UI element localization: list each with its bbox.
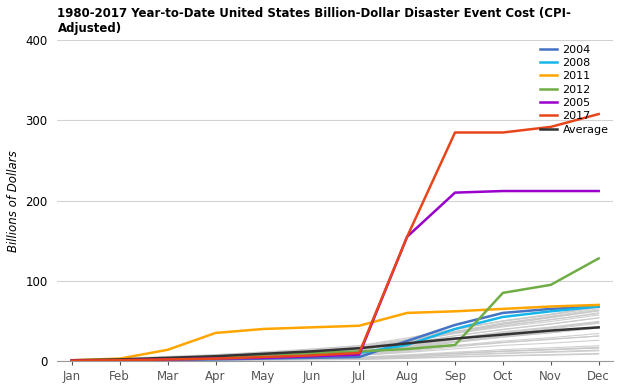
2005 [595, 189, 603, 193]
2008 [308, 353, 315, 358]
2017 [355, 351, 363, 355]
2011 [116, 356, 123, 361]
2011 [547, 304, 554, 309]
2008 [212, 356, 219, 361]
2012 [404, 347, 411, 351]
Line: 2011: 2011 [72, 305, 599, 360]
Average [116, 357, 123, 362]
2008 [164, 357, 171, 362]
2012 [547, 282, 554, 287]
2012 [68, 358, 76, 363]
2004 [260, 356, 267, 361]
Average [547, 328, 554, 333]
2008 [116, 358, 123, 363]
Average [212, 354, 219, 358]
Legend: 2004, 2008, 2011, 2012, 2005, 2017, Average: 2004, 2008, 2011, 2012, 2005, 2017, Aver… [536, 40, 613, 139]
2005 [164, 357, 171, 362]
2011 [260, 326, 267, 331]
2008 [547, 309, 554, 314]
Average [451, 336, 459, 341]
2008 [595, 304, 603, 309]
2011 [404, 310, 411, 315]
Average [499, 332, 507, 337]
2004 [212, 357, 219, 362]
2008 [451, 326, 459, 331]
Y-axis label: Billions of Dollars: Billions of Dollars [7, 150, 20, 252]
2004 [68, 358, 76, 363]
2017 [68, 358, 76, 363]
2008 [404, 343, 411, 347]
2012 [164, 356, 171, 361]
2017 [164, 357, 171, 362]
2008 [68, 358, 76, 363]
2012 [116, 358, 123, 363]
2008 [499, 315, 507, 319]
2012 [212, 355, 219, 359]
2004 [547, 307, 554, 311]
2005 [68, 358, 76, 363]
Line: Average: Average [72, 327, 599, 360]
Average [260, 351, 267, 356]
2004 [355, 355, 363, 359]
Line: 2017: 2017 [72, 114, 599, 361]
2005 [355, 352, 363, 357]
2004 [404, 339, 411, 343]
2005 [404, 234, 411, 239]
2017 [260, 355, 267, 359]
2017 [547, 124, 554, 129]
Line: 2005: 2005 [72, 191, 599, 361]
2005 [260, 355, 267, 360]
2005 [116, 358, 123, 363]
2011 [68, 358, 76, 363]
2005 [499, 189, 507, 193]
2012 [355, 349, 363, 354]
Text: 1980-2017 Year-to-Date United States Billion-Dollar Disaster Event Cost (CPI-
Ad: 1980-2017 Year-to-Date United States Bil… [58, 7, 572, 35]
2017 [499, 130, 507, 135]
2017 [404, 234, 411, 239]
2011 [308, 325, 315, 330]
Average [355, 346, 363, 351]
2011 [499, 307, 507, 311]
Line: 2012: 2012 [72, 259, 599, 361]
2005 [212, 356, 219, 361]
2012 [499, 291, 507, 295]
2011 [451, 309, 459, 314]
2012 [595, 256, 603, 261]
2004 [116, 358, 123, 363]
2012 [451, 343, 459, 347]
2017 [451, 130, 459, 135]
Average [164, 355, 171, 360]
2004 [451, 323, 459, 327]
Average [404, 341, 411, 346]
2017 [308, 353, 315, 358]
2004 [595, 304, 603, 309]
2011 [164, 347, 171, 352]
2005 [547, 189, 554, 193]
2017 [116, 358, 123, 363]
2011 [212, 331, 219, 335]
2004 [499, 310, 507, 315]
2012 [308, 351, 315, 355]
2017 [595, 112, 603, 116]
2005 [451, 190, 459, 195]
2008 [355, 351, 363, 355]
Line: 2008: 2008 [72, 307, 599, 361]
2011 [595, 303, 603, 307]
2011 [355, 323, 363, 328]
2012 [260, 352, 267, 357]
2004 [164, 358, 171, 362]
2005 [308, 354, 315, 358]
Line: 2004: 2004 [72, 307, 599, 361]
2008 [260, 355, 267, 359]
2004 [308, 355, 315, 360]
Average [68, 358, 76, 363]
Average [595, 325, 603, 330]
Average [308, 349, 315, 354]
2017 [212, 356, 219, 361]
